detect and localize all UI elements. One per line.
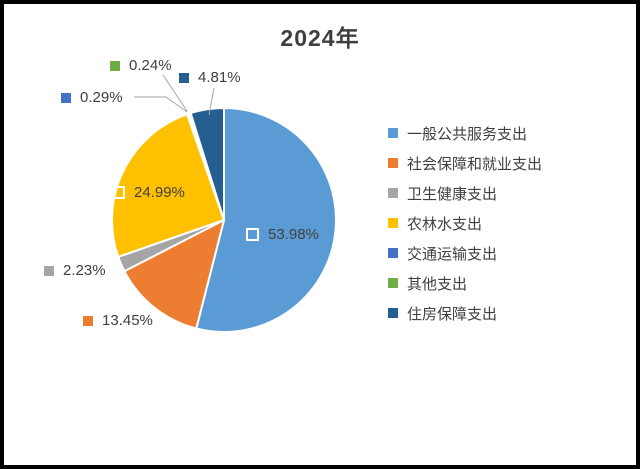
legend-color-swatch — [388, 128, 398, 138]
square-marker-icon — [61, 92, 71, 103]
legend-item-6[interactable]: 其他支出 — [388, 268, 542, 298]
legend-item-3[interactable]: 卫生健康支出 — [388, 178, 542, 208]
data-label-value: 0.24% — [129, 57, 172, 74]
data-label-value: 24.99% — [134, 184, 185, 201]
leader-line — [162, 74, 188, 112]
data-label: 13.45% — [83, 312, 153, 329]
hollow-square-marker-icon — [246, 228, 259, 241]
square-marker-icon — [44, 265, 54, 276]
legend-label: 农林水支出 — [407, 215, 483, 233]
legend-label: 一般公共服务支出 — [407, 125, 528, 143]
legend-color-swatch — [388, 158, 398, 168]
leader-lines — [134, 74, 215, 116]
pie-slice-7[interactable] — [189, 107, 225, 221]
legend-label: 卫生健康支出 — [407, 185, 498, 203]
legend-item-7[interactable]: 住房保障支出 — [388, 298, 542, 328]
data-label-value: 2.23% — [63, 262, 106, 279]
data-label: 53.98% — [246, 226, 319, 243]
square-marker-icon — [110, 60, 120, 71]
legend-item-2[interactable]: 社会保障和就业支出 — [388, 148, 542, 178]
data-label: 0.24% — [110, 57, 172, 74]
chart-legend: 一般公共服务支出 社会保障和就业支出 卫生健康支出 农林水支出交通运输支出 其他支出住房… — [388, 118, 542, 328]
legend-label: 交通运输支出 — [407, 245, 498, 263]
data-label: 0.29% — [61, 89, 123, 106]
leader-line — [134, 96, 188, 113]
square-marker-icon — [83, 315, 93, 326]
data-label: 24.99% — [112, 184, 185, 201]
pie-slice-4[interactable] — [111, 113, 225, 258]
legend-item-5[interactable]: 交通运输支出 — [388, 238, 542, 268]
legend-item-1[interactable]: 一般公共服务支出 — [388, 118, 542, 148]
legend-item-4[interactable]: 农林水支出 — [388, 208, 542, 238]
legend-color-swatch — [388, 218, 398, 228]
leader-line — [208, 87, 215, 116]
legend-color-swatch — [388, 188, 398, 198]
legend-label: 住房保障支出 — [407, 305, 498, 323]
pie-slice-1[interactable] — [195, 107, 337, 333]
hollow-square-marker-icon — [112, 186, 125, 199]
data-label: 4.81% — [179, 69, 241, 86]
data-label-value: 53.98% — [268, 226, 319, 243]
data-label-value: 0.29% — [80, 89, 123, 106]
data-label-value: 13.45% — [102, 312, 153, 329]
legend-color-swatch — [388, 278, 398, 288]
legend-label: 其他支出 — [407, 275, 468, 293]
legend-color-swatch — [388, 248, 398, 258]
legend-label: 社会保障和就业支出 — [407, 155, 543, 173]
data-label-value: 4.81% — [198, 69, 241, 86]
square-marker-icon — [179, 72, 189, 83]
pie-slice-2[interactable] — [123, 219, 225, 330]
chart-title: 2024年 — [280, 25, 360, 51]
legend-color-swatch — [388, 308, 398, 318]
data-label: 2.23% — [44, 262, 106, 279]
